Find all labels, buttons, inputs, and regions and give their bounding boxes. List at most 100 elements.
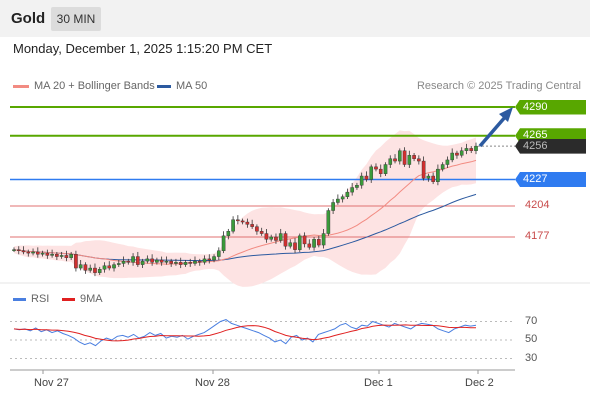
candle bbox=[226, 231, 231, 237]
candle bbox=[102, 265, 107, 270]
candle bbox=[59, 255, 64, 257]
candle bbox=[145, 258, 150, 262]
candle bbox=[245, 221, 250, 225]
candle bbox=[250, 224, 254, 227]
candle bbox=[97, 269, 102, 273]
candle bbox=[383, 164, 388, 174]
legend-label-rsi: RSI bbox=[31, 293, 50, 305]
candle bbox=[136, 256, 140, 265]
candle bbox=[345, 191, 350, 197]
candle bbox=[45, 252, 50, 256]
x-tick-nov28: Nov 28 bbox=[195, 377, 230, 389]
candle bbox=[93, 267, 97, 273]
candle bbox=[150, 258, 154, 263]
candle bbox=[431, 175, 435, 182]
candle bbox=[88, 267, 93, 271]
candle bbox=[307, 243, 312, 248]
level-label-4290: 4290 bbox=[515, 99, 586, 115]
candle bbox=[212, 256, 216, 261]
candle bbox=[293, 242, 297, 250]
legend-label-ma20: MA 20 + Bollinger Bands bbox=[34, 80, 155, 92]
candle bbox=[440, 164, 445, 170]
candle bbox=[31, 251, 35, 254]
candle bbox=[236, 219, 240, 222]
rsi-line bbox=[13, 319, 477, 347]
candle bbox=[221, 235, 226, 252]
candle bbox=[426, 175, 431, 179]
candle bbox=[21, 250, 26, 253]
candle bbox=[140, 260, 145, 265]
candle bbox=[393, 158, 397, 162]
level-label-4256: 4256 bbox=[515, 138, 586, 154]
datetime-label: Monday, December 1, 2025 1:15:20 PM CET bbox=[13, 41, 273, 56]
level-label-4204: 4204 bbox=[525, 198, 550, 211]
candle bbox=[274, 236, 278, 241]
candle bbox=[159, 259, 164, 263]
candle bbox=[455, 152, 459, 156]
candle bbox=[178, 262, 183, 265]
ma20-line bbox=[13, 159, 477, 265]
forecast-arrow-shaft bbox=[478, 114, 508, 148]
candle bbox=[126, 260, 131, 263]
legend-swatch-rsi bbox=[13, 297, 26, 301]
legend-swatch-ma50 bbox=[157, 84, 171, 88]
candle bbox=[445, 159, 450, 165]
x-tick-nov27: Nov 27 bbox=[34, 377, 69, 389]
x-tick-dec1: Dec 1 bbox=[364, 377, 393, 389]
symbol-title: Gold bbox=[11, 10, 46, 27]
legend-swatch-9ma bbox=[62, 297, 75, 301]
candle bbox=[388, 158, 393, 165]
candle bbox=[55, 254, 59, 257]
candle bbox=[16, 249, 21, 252]
candle bbox=[116, 263, 121, 265]
x-tick-dec2: Dec 2 bbox=[465, 377, 494, 389]
candle bbox=[312, 239, 316, 248]
rsi-level-label-30: 30 bbox=[525, 351, 538, 364]
candle bbox=[350, 187, 354, 193]
candle bbox=[183, 262, 188, 265]
candle bbox=[364, 175, 369, 180]
candle bbox=[169, 260, 173, 264]
candle bbox=[302, 235, 307, 245]
candle bbox=[412, 155, 416, 159]
candle bbox=[474, 145, 478, 151]
level-label-4227: 4227 bbox=[515, 171, 586, 187]
candle bbox=[402, 150, 407, 165]
candle bbox=[50, 254, 54, 256]
candle bbox=[317, 239, 321, 246]
candle bbox=[436, 168, 440, 182]
legend-ma20: MA 20 + Bollinger Bands bbox=[13, 80, 155, 92]
candle bbox=[374, 166, 378, 170]
candle bbox=[340, 196, 345, 200]
timeframe-button[interactable]: 30 MIN bbox=[51, 7, 101, 31]
rsi-level-label-50: 50 bbox=[525, 333, 538, 345]
candle bbox=[121, 260, 126, 264]
candle bbox=[155, 259, 159, 263]
candle bbox=[240, 220, 245, 223]
candle bbox=[369, 166, 374, 180]
candle bbox=[217, 250, 221, 257]
candle bbox=[231, 219, 235, 232]
candle bbox=[36, 251, 40, 255]
candle bbox=[64, 255, 69, 258]
candle bbox=[407, 155, 412, 165]
candle bbox=[359, 175, 364, 186]
legend-rsi: RSI bbox=[13, 293, 49, 305]
candle bbox=[174, 262, 178, 264]
candle bbox=[188, 262, 193, 264]
candle bbox=[397, 150, 402, 162]
level-label-4177: 4177 bbox=[525, 230, 550, 242]
candle bbox=[326, 210, 331, 234]
candle bbox=[197, 260, 202, 263]
legend-label-ma50: MA 50 bbox=[176, 80, 208, 92]
candle bbox=[193, 260, 197, 264]
bollinger-band bbox=[14, 130, 476, 287]
credit-text: Research © 2025 Trading Central bbox=[416, 80, 581, 92]
candle bbox=[112, 264, 116, 269]
legend-swatch-ma20 bbox=[13, 84, 29, 88]
candle bbox=[269, 236, 273, 240]
candle bbox=[321, 233, 326, 246]
candle bbox=[12, 249, 16, 251]
candle bbox=[164, 260, 169, 263]
